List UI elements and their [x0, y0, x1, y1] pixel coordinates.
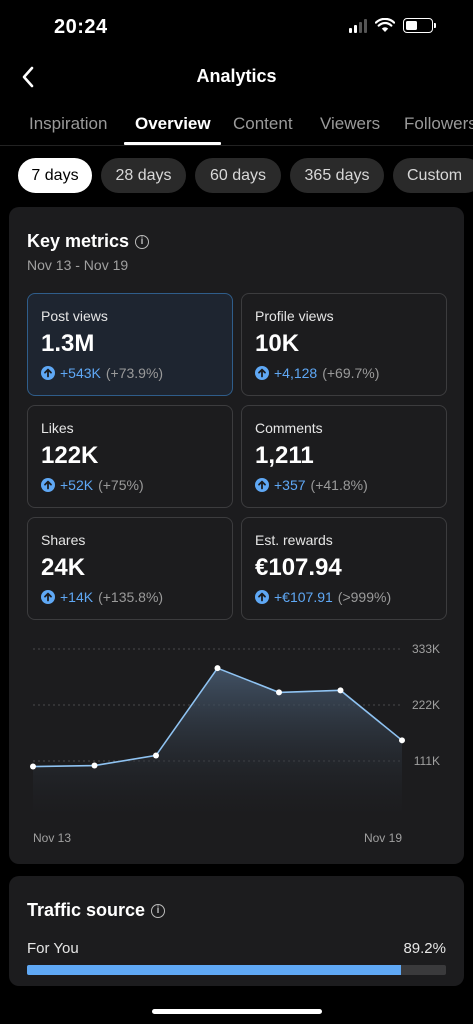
metric-change: +52K (+75%): [41, 477, 144, 493]
metric-change: +14K (+135.8%): [41, 589, 163, 605]
change-absolute: +52K: [60, 477, 94, 493]
change-absolute: +357: [274, 477, 306, 493]
metric-value: 122K: [41, 442, 99, 469]
change-percent: (>999%): [337, 589, 392, 605]
series-area: [33, 668, 402, 817]
change-percent: (+75%): [98, 477, 144, 493]
range-chip-7-days[interactable]: 7 days: [18, 158, 92, 193]
key-metrics-header: Key metrics i: [27, 231, 150, 252]
change-absolute: +€107.91: [274, 589, 333, 605]
chevron-left-icon: [22, 66, 34, 88]
metric-card-comments[interactable]: Comments 1,211 +357 (+41.8%): [241, 405, 447, 508]
arrow-up-icon: [41, 478, 55, 492]
data-point: [276, 689, 282, 696]
info-icon[interactable]: i: [135, 234, 150, 249]
change-absolute: +4,128: [274, 365, 318, 381]
metric-value: 10K: [255, 330, 300, 357]
data-point: [214, 665, 221, 672]
metric-value: 1.3M: [41, 330, 95, 357]
info-icon[interactable]: i: [151, 903, 166, 918]
metric-card-shares[interactable]: Shares 24K +14K (+135.8%): [27, 517, 233, 620]
status-time: 20:24: [54, 16, 108, 38]
key-metrics-card: Key metrics i Nov 13 - Nov 19 Post views…: [9, 207, 464, 864]
range-chip-365-days[interactable]: 365 days: [290, 158, 384, 193]
arrow-up-icon: [41, 366, 55, 380]
data-point: [337, 687, 344, 694]
nav-bar: Analytics: [0, 56, 473, 100]
metric-card-profile-views[interactable]: Profile views 10K +4,128 (+69.7%): [241, 293, 447, 396]
change-percent: (+69.7%): [322, 365, 380, 381]
tab-inspiration[interactable]: Inspiration: [29, 114, 108, 133]
metric-change: +€107.91 (>999%): [255, 589, 391, 605]
metric-label: Profile views: [255, 308, 334, 324]
date-range-label: Nov 13 - Nov 19: [27, 257, 129, 273]
metric-change: +357 (+41.8%): [255, 477, 368, 493]
metric-value: 24K: [41, 554, 86, 581]
metric-change: +4,128 (+69.7%): [255, 365, 379, 381]
arrow-up-icon: [255, 366, 269, 380]
metric-value: €107.94: [255, 554, 342, 581]
traffic-source-card: Traffic source i For You 89.2%: [9, 876, 464, 986]
change-absolute: +543K: [60, 365, 101, 381]
x-tick-label: Nov 19: [364, 831, 402, 845]
range-chip-custom[interactable]: Custom: [393, 158, 473, 193]
arrow-up-icon: [255, 478, 269, 492]
date-range-selector: 7 days 28 days 60 days 365 days Custom: [0, 158, 473, 194]
change-absolute: +14K: [60, 589, 94, 605]
tab-followers[interactable]: Followers: [404, 114, 473, 133]
active-tab-indicator: [124, 142, 221, 145]
metric-label: Comments: [255, 420, 323, 436]
traffic-source-bar: [27, 965, 446, 975]
traffic-source-bar-fill: [27, 965, 401, 975]
metric-value: 1,211: [255, 442, 314, 469]
tab-bar: Inspiration Overview Content Viewers Fol…: [0, 100, 473, 146]
y-tick-label: 333K: [412, 642, 440, 656]
back-button[interactable]: [14, 62, 42, 92]
traffic-source-title: Traffic source: [27, 900, 146, 920]
metric-label: Est. rewards: [255, 532, 333, 548]
metric-label: Likes: [41, 420, 74, 436]
wifi-icon: [375, 18, 395, 32]
traffic-source-value: 89.2%: [403, 940, 446, 957]
status-icons: [349, 18, 436, 33]
traffic-source-header: Traffic source i: [27, 900, 166, 921]
key-metrics-title: Key metrics: [27, 231, 130, 251]
home-indicator[interactable]: [152, 1009, 322, 1014]
metric-card-est-rewards[interactable]: Est. rewards €107.94 +€107.91 (>999%): [241, 517, 447, 620]
y-tick-label: 222K: [412, 698, 440, 712]
range-chip-60-days[interactable]: 60 days: [195, 158, 281, 193]
battery-icon: [403, 18, 436, 33]
data-point: [399, 737, 405, 744]
change-percent: (+73.9%): [105, 365, 164, 381]
arrow-up-icon: [41, 590, 55, 604]
arrow-up-icon: [255, 590, 269, 604]
traffic-source-label: For You: [27, 940, 79, 957]
data-point: [30, 763, 36, 770]
page-title: Analytics: [196, 66, 277, 86]
post-views-chart[interactable]: 111K 222K 333K Nov 13 Nov 19: [9, 632, 464, 847]
status-bar: 20:24: [0, 0, 473, 56]
metric-card-post-views[interactable]: Post views 1.3M +543K (+73.9%): [27, 293, 233, 396]
metric-change: +543K (+73.9%): [41, 365, 163, 381]
y-tick-label: 111K: [414, 754, 440, 768]
metric-label: Post views: [41, 308, 108, 324]
tab-content[interactable]: Content: [233, 114, 293, 133]
metric-card-likes[interactable]: Likes 122K +52K (+75%): [27, 405, 233, 508]
change-percent: (+135.8%): [98, 589, 164, 605]
data-point: [91, 762, 98, 769]
cellular-signal-icon: [349, 18, 367, 33]
change-percent: (+41.8%): [310, 477, 368, 493]
range-chip-28-days[interactable]: 28 days: [101, 158, 186, 193]
tab-overview[interactable]: Overview: [135, 114, 211, 133]
x-tick-label: Nov 13: [33, 831, 71, 845]
metric-label: Shares: [41, 532, 86, 548]
tab-viewers[interactable]: Viewers: [320, 114, 381, 133]
data-point: [153, 752, 159, 759]
